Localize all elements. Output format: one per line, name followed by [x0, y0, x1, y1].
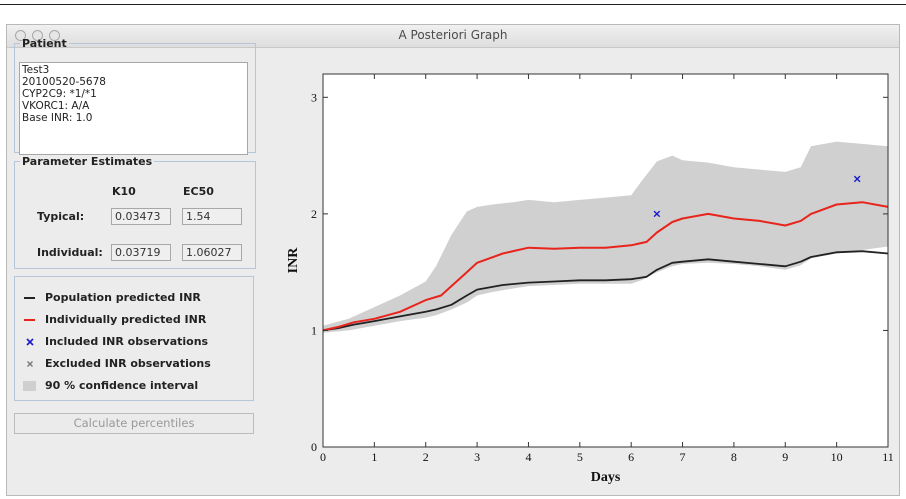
y-tick-label: 3	[311, 90, 317, 104]
x-axis-label: Days	[591, 470, 621, 485]
y-tick-label: 1	[311, 323, 317, 337]
parameter-estimates-legend: Parameter Estimates	[22, 155, 153, 168]
x-tick-label: 2	[423, 450, 429, 464]
excluded-cross-icon	[27, 361, 33, 367]
y-axis-label: INR	[286, 247, 301, 274]
title-bar[interactable]: A Posteriori Graph	[7, 25, 899, 48]
x-tick-label: 6	[628, 450, 634, 464]
parameter-estimates-panel: Parameter Estimates K10 EC50 Typical: In…	[14, 155, 256, 269]
included-observation-marker	[853, 175, 861, 183]
x-tick-label: 7	[680, 450, 686, 464]
ec50-header: EC50	[183, 185, 214, 198]
x-tick-label: 1	[371, 450, 377, 464]
typical-label: Typical:	[37, 210, 85, 223]
inr-chart: 0 1 2 3 4 5 6 7 8 9 10 11 0 1 2 3 Days INR	[286, 73, 894, 485]
plot-frame	[322, 73, 889, 448]
x-tick-label: 9	[782, 450, 788, 464]
legend-label-population: Population predicted INR	[45, 291, 201, 304]
window-title: A Posteriori Graph	[398, 28, 508, 42]
x-tick-label: 8	[731, 450, 737, 464]
typical-k10-field[interactable]	[111, 208, 171, 225]
ci-fill-swatch	[23, 381, 36, 391]
included-observation-marker	[653, 210, 661, 218]
individual-k10-field[interactable]	[111, 244, 171, 261]
x-tick-label: 5	[577, 450, 583, 464]
y-tick-label: 0	[311, 440, 317, 454]
population-predicted-line	[322, 250, 889, 332]
close-window-icon[interactable]	[15, 30, 26, 41]
top-border	[0, 0, 906, 5]
individual-line-swatch	[24, 319, 35, 321]
individual-predicted-line	[322, 201, 889, 332]
population-line-swatch	[24, 297, 35, 299]
y-tick-label: 2	[311, 207, 317, 221]
individual-label: Individual:	[37, 246, 103, 259]
zoom-window-icon[interactable]	[49, 30, 60, 41]
x-tick-label: 11	[882, 450, 894, 464]
x-tick-label: 4	[525, 450, 531, 464]
legend-panel: Population predicted INR Individually pr…	[14, 276, 254, 401]
individual-ec50-field[interactable]	[182, 244, 242, 261]
confidence-interval-band	[323, 141, 888, 333]
typical-ec50-field[interactable]	[182, 208, 242, 225]
legend-label-excluded: Excluded INR observations	[45, 357, 211, 370]
k10-header: K10	[112, 185, 136, 198]
legend-label-individual: Individually predicted INR	[45, 313, 207, 326]
x-tick-label: 3	[474, 450, 480, 464]
minimize-window-icon[interactable]	[32, 30, 43, 41]
patient-info-textarea[interactable]	[19, 62, 248, 155]
included-cross-icon	[26, 338, 34, 346]
x-tick-label: 10	[831, 450, 843, 464]
patient-panel: Patient	[14, 37, 256, 155]
calculate-percentiles-button[interactable]: Calculate percentiles	[14, 413, 254, 434]
x-tick-label: 0	[320, 450, 326, 464]
patient-legend: Patient	[22, 37, 67, 50]
legend-label-included: Included INR observations	[45, 335, 209, 348]
legend-label-ci: 90 % confidence interval	[45, 379, 199, 392]
